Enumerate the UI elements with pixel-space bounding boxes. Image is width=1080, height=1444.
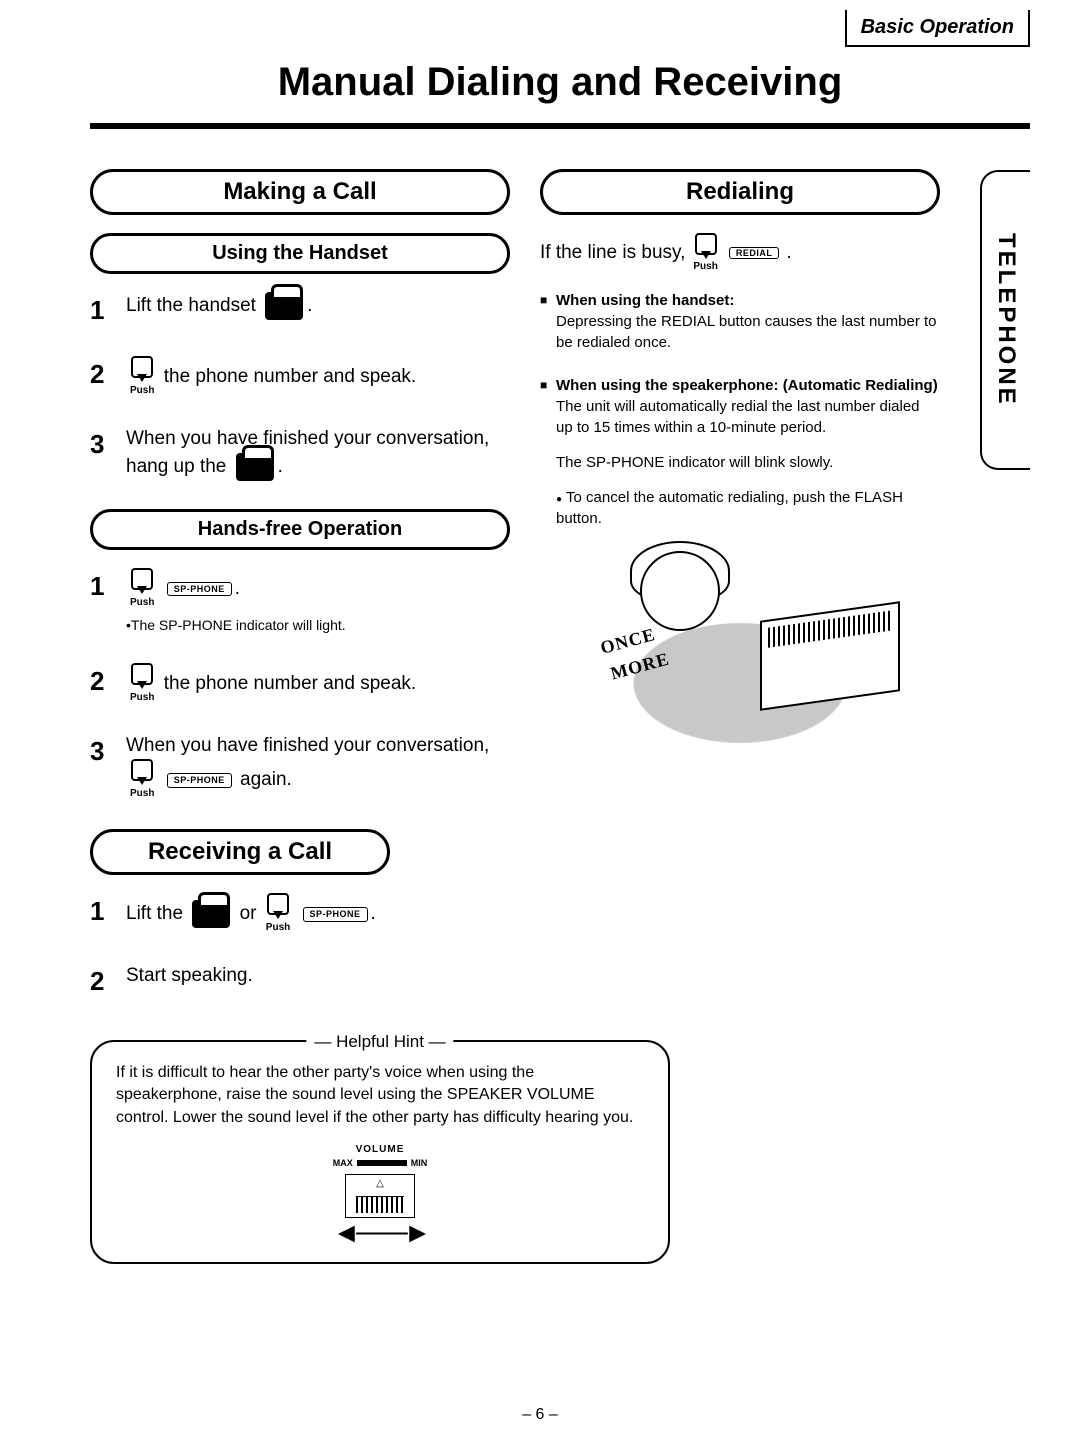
step-text: When you have finished your conversation… bbox=[126, 428, 489, 477]
handset-icon bbox=[265, 292, 303, 320]
step-number: 3 bbox=[90, 426, 112, 462]
block-body: The SP-PHONE indicator will blink slowly… bbox=[556, 452, 940, 473]
step-body: When you have finished your conversation… bbox=[126, 426, 510, 481]
heading-redialing: Redialing bbox=[540, 169, 940, 215]
heading-using-handset: Using the Handset bbox=[90, 233, 510, 274]
sp-phone-button: SP-PHONE bbox=[167, 773, 232, 788]
step-number: 3 bbox=[90, 733, 112, 769]
illustration: ONCE MORE bbox=[580, 551, 900, 771]
push-icon: Push bbox=[266, 893, 290, 935]
hint-body: If it is difficult to hear the other par… bbox=[116, 1062, 644, 1129]
sp-phone-button: SP-PHONE bbox=[167, 582, 232, 597]
left-column: Making a Call Using the Handset 1 Lift t… bbox=[90, 169, 510, 1264]
step-body: When you have finished your conversation… bbox=[126, 733, 510, 802]
step-text: Lift the handset bbox=[126, 295, 256, 316]
intro-text: If the line is busy, bbox=[540, 242, 685, 264]
push-label: Push bbox=[130, 596, 154, 610]
arrow-icon: ◄───► bbox=[300, 1222, 460, 1244]
step-body: Push the phone number and speak. bbox=[126, 356, 510, 398]
section-header: Basic Operation bbox=[845, 10, 1030, 47]
step-body: Start speaking. bbox=[126, 963, 510, 990]
redial-intro: If the line is busy, Push REDIAL. bbox=[540, 233, 940, 272]
step-text: Lift the bbox=[126, 903, 183, 924]
push-icon: Push bbox=[130, 356, 154, 398]
handset-redial-block: When using the handset: Depressing the R… bbox=[540, 290, 940, 353]
step-number: 2 bbox=[90, 663, 112, 699]
volume-diagram: VOLUME MAX MIN ◄───► bbox=[300, 1143, 460, 1244]
heading-hands-free: Hands-free Operation bbox=[90, 509, 510, 550]
step-number: 2 bbox=[90, 963, 112, 999]
push-icon: Push bbox=[130, 759, 154, 801]
speaker-redial-block: When using the speakerphone: (Automatic … bbox=[540, 375, 940, 529]
push-icon: Push bbox=[130, 663, 154, 705]
push-label: Push bbox=[130, 787, 154, 801]
push-label: Push bbox=[266, 921, 290, 935]
handset-icon bbox=[192, 900, 230, 928]
step-number: 1 bbox=[90, 568, 112, 604]
step-body: Push SP-PHONE. •The SP-PHONE indicator w… bbox=[126, 568, 510, 635]
handset-icon bbox=[236, 453, 274, 481]
step-body: Push the phone number and speak. bbox=[126, 663, 510, 705]
side-tab-label: TELEPHONE bbox=[992, 233, 1020, 407]
sp-phone-note: •The SP-PHONE indicator will light. bbox=[126, 616, 510, 635]
heading-receiving: Receiving a Call bbox=[90, 829, 390, 875]
side-tab: TELEPHONE bbox=[980, 170, 1030, 470]
step-number: 1 bbox=[90, 893, 112, 929]
push-label: Push bbox=[130, 691, 154, 705]
push-icon: Push bbox=[693, 233, 717, 272]
step-text: the phone number and speak. bbox=[164, 366, 416, 387]
hint-title: — Helpful Hint — bbox=[306, 1030, 453, 1054]
handset-steps: 1 Lift the handset . 2 Push the phone nu… bbox=[90, 292, 510, 481]
heading-making-call: Making a Call bbox=[90, 169, 510, 215]
block-body: The unit will automatically redial the l… bbox=[556, 396, 940, 438]
step-body: Lift the or Push SP-PHONE. bbox=[126, 893, 510, 935]
block-title: When using the speakerphone: (Automatic … bbox=[556, 375, 940, 396]
step-body: Lift the handset . bbox=[126, 292, 510, 320]
receiving-steps: 1 Lift the or Push SP-PHONE. 2 Start spe… bbox=[90, 893, 510, 999]
title-rule bbox=[90, 123, 1030, 129]
sp-phone-button: SP-PHONE bbox=[303, 907, 368, 922]
block-title: When using the handset: bbox=[556, 290, 940, 311]
volume-label: VOLUME bbox=[300, 1143, 460, 1157]
content-columns: Making a Call Using the Handset 1 Lift t… bbox=[90, 169, 1030, 1264]
page-title: Manual Dialing and Receiving bbox=[90, 60, 1030, 105]
step-number: 2 bbox=[90, 356, 112, 392]
step-text: again. bbox=[240, 769, 292, 790]
step-number: 1 bbox=[90, 292, 112, 328]
max-label: MAX bbox=[333, 1157, 353, 1170]
push-label: Push bbox=[130, 384, 154, 398]
block-body: Depressing the REDIAL button causes the … bbox=[556, 311, 940, 353]
push-label: Push bbox=[693, 261, 717, 272]
redial-button: REDIAL bbox=[729, 247, 780, 259]
step-text: or bbox=[240, 903, 257, 924]
min-label: MIN bbox=[411, 1157, 428, 1170]
push-icon: Push bbox=[130, 568, 154, 610]
handsfree-steps: 1 Push SP-PHONE. •The SP-PHONE indicator… bbox=[90, 568, 510, 801]
helpful-hint: — Helpful Hint — If it is difficult to h… bbox=[90, 1040, 670, 1264]
step-text: the phone number and speak. bbox=[164, 673, 416, 694]
block-body: To cancel the automatic redialing, push … bbox=[556, 487, 940, 529]
page-number: – 6 – bbox=[522, 1406, 558, 1424]
step-text: When you have finished your conversation… bbox=[126, 735, 489, 756]
